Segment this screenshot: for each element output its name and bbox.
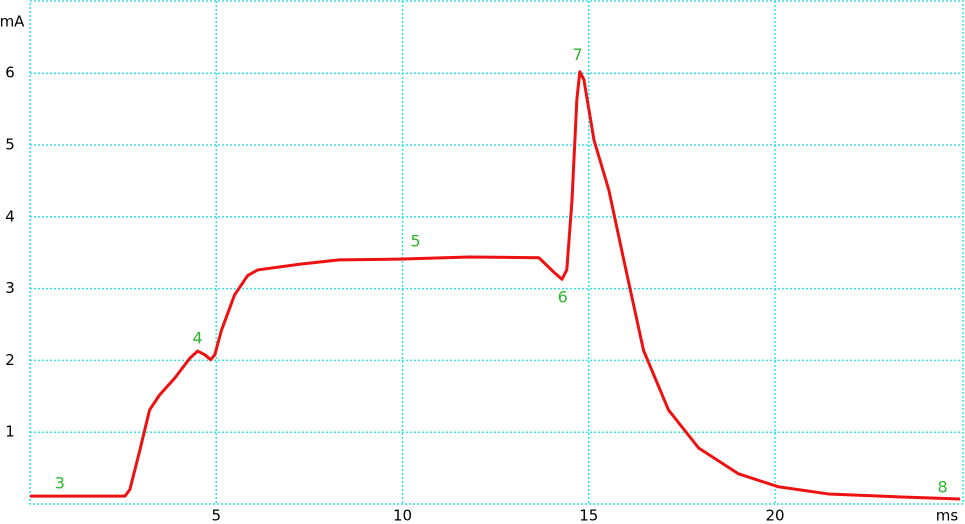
y-tick-label: 3 — [5, 279, 15, 297]
x-axis-label: ms — [936, 507, 959, 524]
y-tick-label: 4 — [5, 207, 15, 225]
annotation: 3 — [55, 473, 65, 492]
y-tick-label: 6 — [5, 64, 15, 82]
data-line — [30, 70, 961, 501]
plot-frame — [29, 0, 964, 505]
annotation: 8 — [938, 478, 948, 497]
y-tick-label: 5 — [5, 136, 15, 154]
annotation: 7 — [572, 45, 582, 64]
annotation: 5 — [410, 231, 420, 250]
x-tick-label: 10 — [393, 507, 412, 524]
x-tick-label: 15 — [579, 507, 598, 524]
x-tick-label: 5 — [211, 507, 221, 524]
y-tick-label: 1 — [5, 423, 15, 441]
x-tick-label: 20 — [765, 507, 784, 524]
y-tick-label: 2 — [5, 351, 15, 369]
y-axis-label: mA — [0, 13, 25, 31]
annotation: 6 — [558, 287, 568, 306]
annotation: 4 — [193, 328, 203, 347]
